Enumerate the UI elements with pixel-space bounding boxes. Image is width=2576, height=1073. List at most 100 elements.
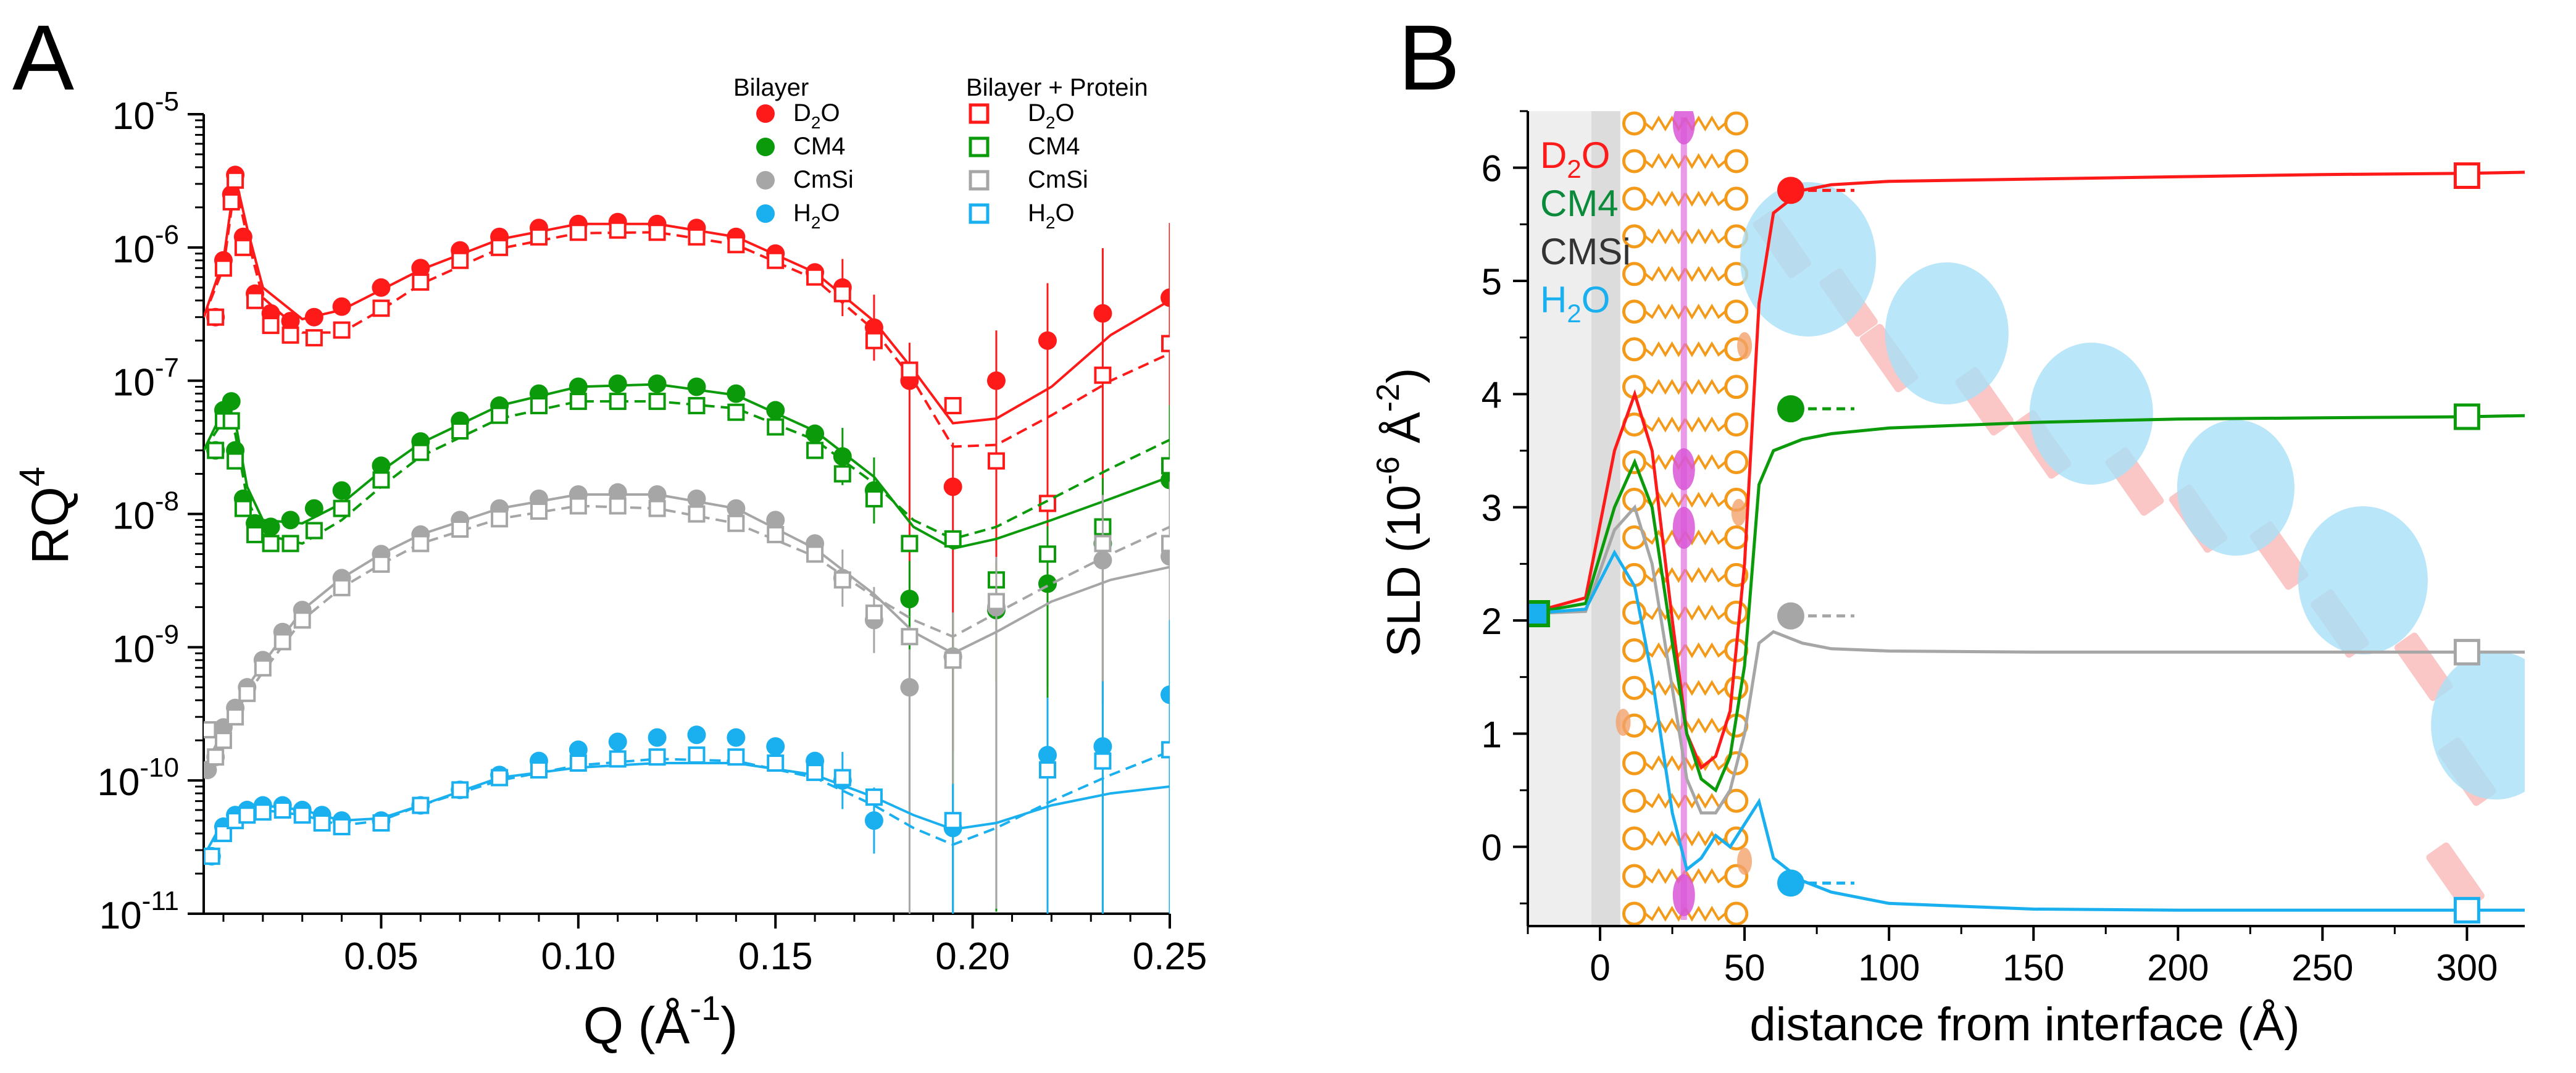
lipid-tail [1684,416,1727,433]
cmsi-solvent-marker [1777,602,1804,630]
legend-label-protein-cmsi: CmSi [1028,166,1088,193]
cmsi-protein-point [293,611,311,629]
legend-label-base: CM4 [793,133,845,160]
lipid-tail [1684,755,1727,772]
protein-domain [1885,262,2009,404]
lipid-headgroup [1724,111,1749,136]
panel-b-membrane-illustration [1528,111,2525,926]
cmsi-bilayer-point [648,485,667,504]
lipid-tail [1684,191,1727,207]
contrast-label-base: H [1540,279,1567,320]
h2o-protein-point [833,769,851,787]
cmsi-protein-point [688,505,706,523]
h2o-protein-point [273,801,291,819]
panel-a-xlabel: Q (Å-1) [583,988,738,1054]
h2o-bilayer-point [864,811,883,830]
lipid-headgroup [1622,262,1646,286]
d2o-bilayer-point [1161,288,1170,307]
cmsi-protein-point [214,732,232,749]
y-tick-exp: -10 [140,753,179,783]
cmsi-protein-point [273,633,291,651]
legend-marker-protein-d2o [969,103,990,124]
cm4-protein-point [222,412,240,430]
legend-label-rest: O [1055,199,1074,227]
y-tick-exp: -11 [142,886,179,916]
x-tick-label: 0.20 [935,935,1010,978]
cm4-bilayer-point [569,377,588,396]
cm4-bilayer-point [372,456,391,475]
legend-label-base: D [793,99,811,127]
legend-label-base: CmSi [1028,166,1088,193]
contrast-label-sub: 2 [1567,299,1581,328]
contrast-label-base: CM4 [1540,183,1619,224]
lipid-headgroup [1622,901,1646,926]
y-tick-label: 10-11 [99,886,179,937]
y-tick-base: 10 [112,228,155,271]
lipid-tail [1684,680,1727,696]
lipid-tail [1644,830,1686,847]
cm4-bilayer-fit-line [204,383,1170,550]
h2o-protein-point [648,748,666,766]
legend-label-bilayer-cmsi: CmSi [793,166,854,193]
contrast-label-cmsi: CMSi [1540,231,1631,272]
lipid-tail [1644,265,1686,282]
d2o-protein-point [412,273,430,291]
cmsi-protein-point [238,685,256,703]
cmsi-protein-point [1161,535,1170,553]
lipid-headgroup [1622,826,1646,851]
cmsi-bilayer-point [900,678,919,697]
legend-label-base: D [1028,99,1046,127]
legend-marker-bilayer-d2o [756,104,775,123]
h2o-protein-point [451,781,469,799]
lipid-headgroup [1724,412,1749,437]
cm4-bilayer-point [766,401,785,420]
cm4-bilayer-point [900,590,919,609]
h2o-bilayer-point [608,732,627,751]
d2o-protein-point [333,321,351,339]
y-tick-base: 10 [112,495,155,538]
cm4-protein-point [1161,457,1170,475]
protein-domain [1740,182,1877,336]
lipid-headgroup [1724,864,1749,888]
protein-domain [2431,651,2525,800]
lipid-headgroup [1622,450,1646,475]
y-tick-label: 10-8 [112,486,179,538]
d2o-protein-point [451,251,469,269]
cm4-protein-point [727,403,745,421]
d2o-protein-point [987,452,1005,470]
cmsi-protein-point [333,578,351,596]
lipid-headgroup [1622,864,1646,888]
d2o-sld-profile [1528,170,2525,770]
substrate-sld-marker [1528,600,1551,627]
lipid-tail [1644,153,1686,169]
protein-anchor-bead [1737,332,1753,359]
lipid-headgroup [1622,751,1646,775]
cm4-bulk-marker [2453,403,2480,430]
contrast-label-base: D [1540,135,1567,176]
protein-domain [2177,420,2295,556]
cm4-sld-profile [1528,414,2525,793]
legend-label-sub: 2 [811,213,821,232]
lipid-tail [1684,642,1727,659]
legend-label-base: CM4 [1028,133,1080,160]
protein-anchor-bead [1731,499,1746,526]
protein-domain [2029,343,2153,485]
lipid-headgroup [1622,186,1646,211]
d2o-bilayer-point [411,259,430,278]
oxide-region [1591,111,1620,926]
cmsi-protein-point [727,514,745,532]
lipid-tail [1644,416,1686,433]
lipid-headgroup [1622,299,1646,324]
y-tick-base: 10 [112,95,155,138]
legend-label-sub: 2 [1046,113,1056,132]
lipid-headgroup [1724,562,1749,587]
d2o-protein-point [530,228,548,246]
lipid-headgroup [1622,675,1646,700]
h2o-protein-point [865,788,883,806]
lipid-tail [1684,303,1727,320]
legend-label-base: H [1028,199,1046,227]
y-tick-label: 0 [1482,827,1502,869]
d2o-protein-point [207,308,225,326]
